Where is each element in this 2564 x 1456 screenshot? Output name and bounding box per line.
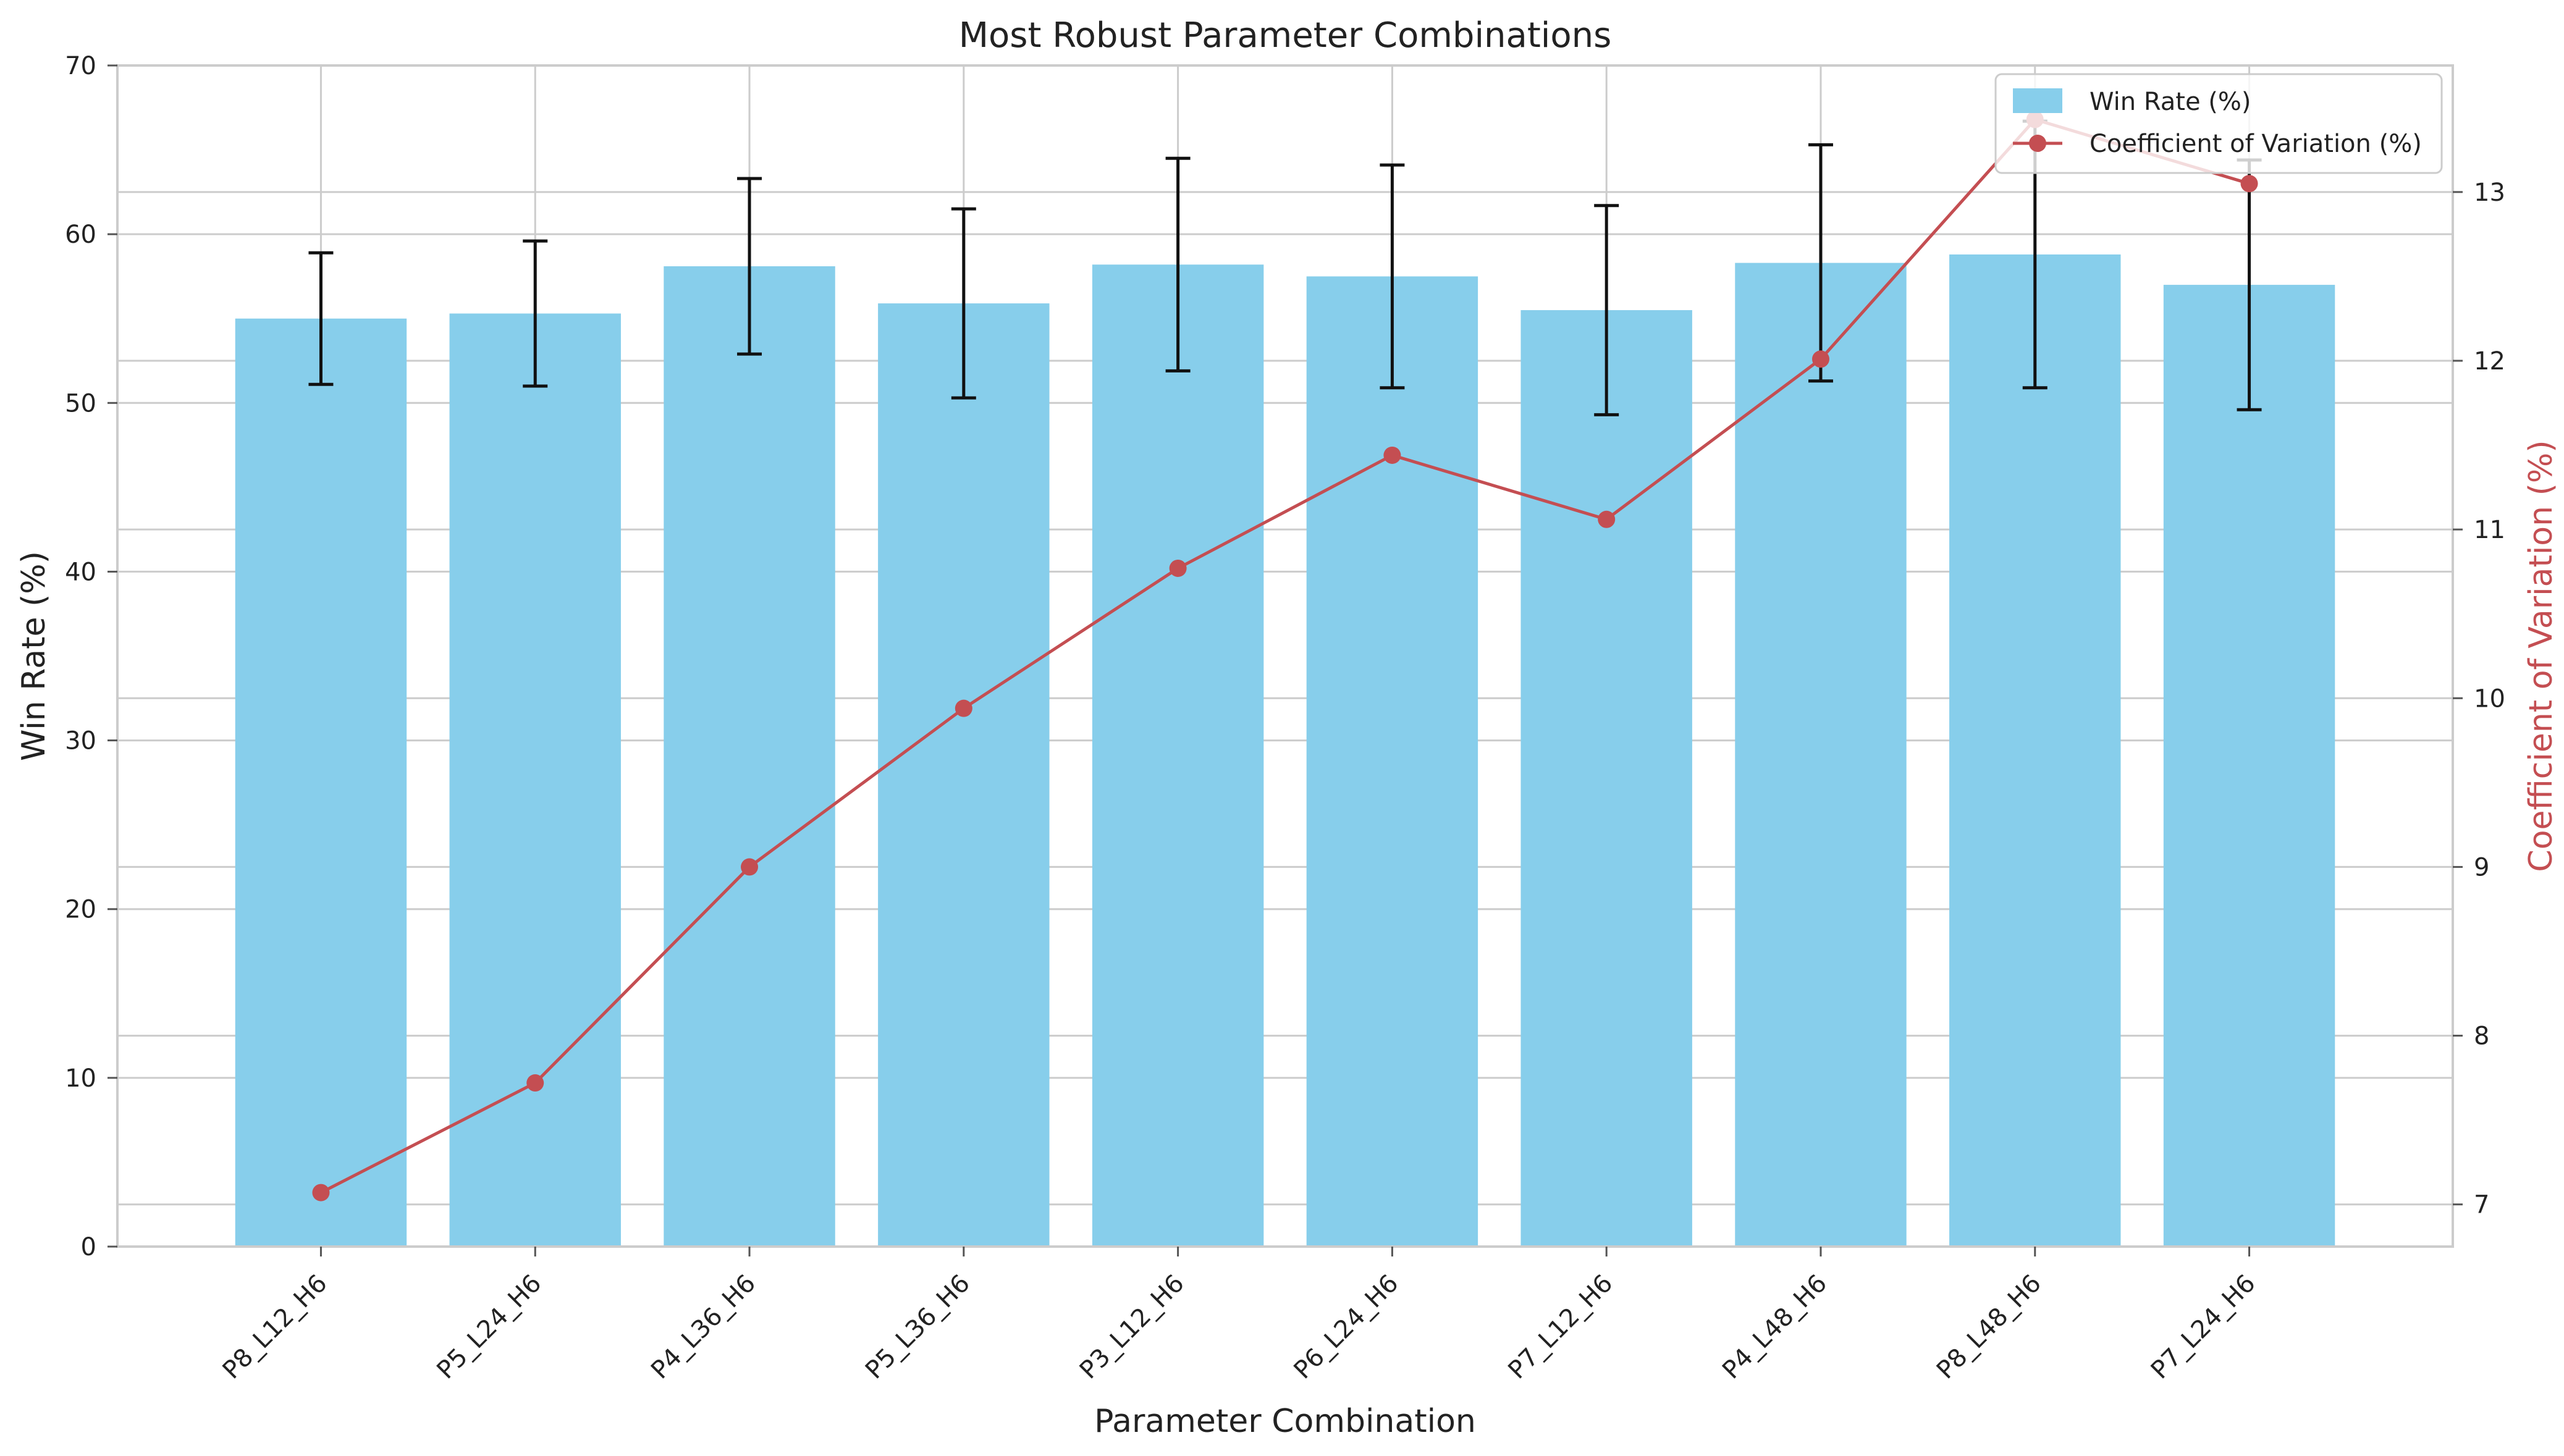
bar bbox=[1949, 254, 2121, 1247]
y2-tick-label: 9 bbox=[2474, 853, 2489, 882]
cv-point bbox=[1811, 350, 1829, 368]
left-axis-ticks: 0 10 20 30 40 50 60 70 bbox=[65, 52, 117, 1261]
legend-line-label: Coefficient of Variation (%) bbox=[2090, 130, 2422, 158]
win-rate-bars bbox=[235, 254, 2335, 1247]
legend-frame bbox=[1994, 73, 2443, 174]
cv-point bbox=[955, 699, 972, 717]
cv-point bbox=[312, 1184, 330, 1201]
bar bbox=[664, 266, 835, 1247]
legend: Win Rate (%) Coefficient of Variation (%… bbox=[1994, 73, 2443, 174]
y2-tick-label: 10 bbox=[2474, 684, 2505, 713]
y-tick-label: 10 bbox=[65, 1064, 96, 1093]
cv-point bbox=[1169, 559, 1187, 577]
y-tick-label: 70 bbox=[65, 52, 96, 80]
bar bbox=[1092, 264, 1264, 1247]
y2-tick-label: 11 bbox=[2474, 516, 2505, 544]
legend-bar-swatch bbox=[2013, 88, 2062, 113]
y2-tick-label: 13 bbox=[2474, 179, 2505, 207]
cv-point bbox=[741, 858, 759, 876]
cv-point bbox=[2240, 175, 2258, 193]
chart-title: Most Robust Parameter Combinations bbox=[959, 15, 1612, 56]
y-axis-label: Win Rate (%) bbox=[15, 551, 53, 761]
cv-point bbox=[526, 1074, 544, 1092]
bar bbox=[1520, 310, 1692, 1247]
bar bbox=[878, 303, 1050, 1247]
bar bbox=[1306, 276, 1478, 1247]
bar bbox=[1735, 263, 1907, 1247]
y-tick-label: 20 bbox=[65, 896, 96, 924]
legend-line-marker bbox=[2029, 135, 2046, 152]
cv-point bbox=[1598, 510, 1616, 528]
plot-frame bbox=[116, 64, 2454, 1248]
cv-line bbox=[320, 117, 2250, 1194]
legend-bar-label: Win Rate (%) bbox=[2090, 88, 2251, 116]
cv-point bbox=[1383, 446, 1401, 464]
y2-tick-label: 7 bbox=[2474, 1191, 2489, 1219]
y2-axis-label: Coefficient of Variation (%) bbox=[2523, 440, 2560, 872]
right-axis-ticks: 7 8 9 10 11 12 13 bbox=[2453, 179, 2505, 1219]
y-tick-label: 30 bbox=[65, 727, 96, 755]
y2-tick-label: 8 bbox=[2474, 1022, 2489, 1051]
y-tick-label: 40 bbox=[65, 558, 96, 586]
bar bbox=[235, 318, 407, 1247]
y-tick-label: 60 bbox=[65, 221, 96, 249]
x-axis-label: Parameter Combination bbox=[1094, 1403, 1476, 1440]
y-tick-label: 0 bbox=[81, 1233, 96, 1261]
bar bbox=[449, 313, 621, 1247]
bar bbox=[2163, 285, 2335, 1247]
y-tick-label: 50 bbox=[65, 389, 96, 418]
y2-tick-label: 12 bbox=[2474, 347, 2505, 376]
